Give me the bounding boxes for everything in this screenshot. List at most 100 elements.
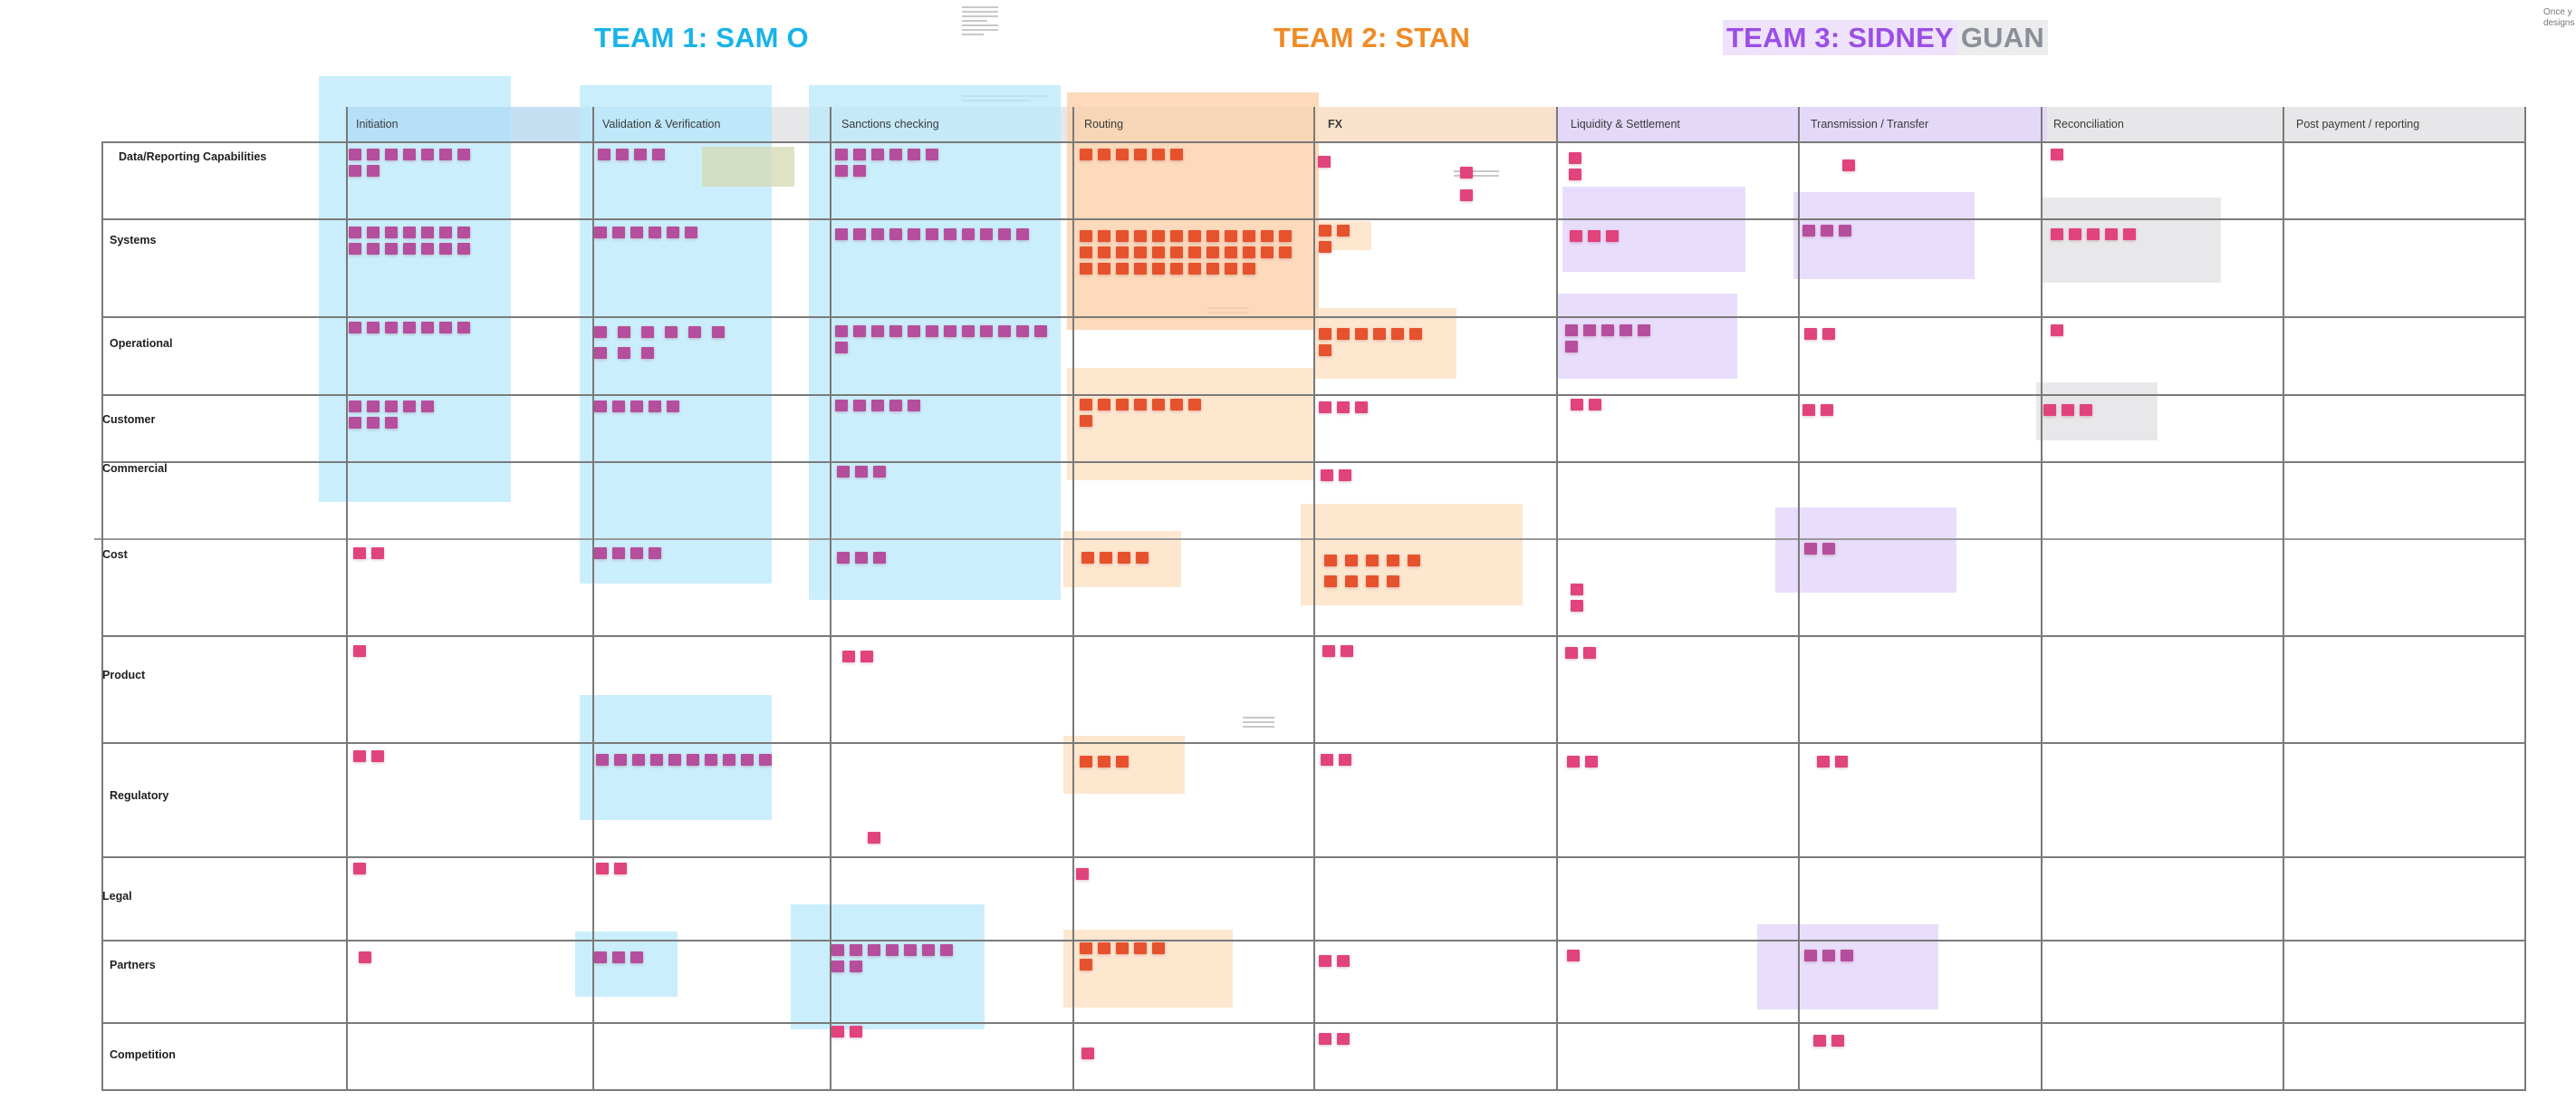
sticky-note[interactable] <box>385 322 398 333</box>
sticky-note[interactable] <box>1322 645 1335 657</box>
row-label-customer[interactable]: Customer <box>102 413 156 426</box>
sticky-note[interactable] <box>630 547 643 559</box>
team-3-liquidity-systems-zone[interactable] <box>1562 187 1745 272</box>
sticky-cluster[interactable] <box>835 228 1034 240</box>
sticky-cluster[interactable] <box>1565 647 1601 659</box>
team-1-sanctions-partners-zone[interactable] <box>791 904 985 1029</box>
sticky-note[interactable] <box>594 347 607 359</box>
sticky-note[interactable] <box>367 322 380 333</box>
sticky-note[interactable] <box>889 400 902 411</box>
sticky-note[interactable] <box>1804 950 1817 961</box>
sticky-note[interactable] <box>1318 156 1331 168</box>
corner-note[interactable]: Once y designs <box>2543 7 2574 29</box>
sticky-cluster[interactable] <box>349 227 485 255</box>
sticky-note[interactable] <box>2080 404 2092 416</box>
sticky-note[interactable] <box>385 417 398 429</box>
sticky-note[interactable] <box>962 228 975 240</box>
sticky-note[interactable] <box>850 944 862 956</box>
sticky-note[interactable] <box>1098 230 1110 242</box>
sticky-note[interactable] <box>1080 230 1092 242</box>
sticky-note[interactable] <box>1098 756 1110 768</box>
sticky-note[interactable] <box>944 325 956 337</box>
sticky-note[interactable] <box>349 417 361 429</box>
sticky-note[interactable] <box>1373 328 1386 340</box>
sticky-note[interactable] <box>665 326 678 338</box>
sticky-note[interactable] <box>1589 399 1601 410</box>
sticky-note[interactable] <box>612 401 625 412</box>
sticky-note[interactable] <box>926 149 938 160</box>
sticky-note[interactable] <box>889 149 902 160</box>
reconciliation-customer-zone[interactable] <box>2036 382 2158 440</box>
sticky-note[interactable] <box>908 400 920 411</box>
sticky-note[interactable] <box>349 165 361 177</box>
sticky-note[interactable] <box>1387 575 1399 587</box>
sticky-note[interactable] <box>1170 230 1183 242</box>
small-text-note[interactable] <box>1243 714 1274 730</box>
sticky-note[interactable] <box>908 325 920 337</box>
sticky-note[interactable] <box>630 227 643 238</box>
sticky-note[interactable] <box>886 944 899 956</box>
sticky-note[interactable] <box>712 326 725 338</box>
sticky-note[interactable] <box>403 243 416 255</box>
sticky-cluster[interactable] <box>598 149 679 160</box>
sticky-cluster[interactable] <box>1080 942 1179 970</box>
sticky-cluster[interactable] <box>1080 149 1197 160</box>
sticky-note[interactable] <box>353 547 366 559</box>
sticky-note[interactable] <box>1802 404 1815 416</box>
row-label-cost[interactable]: Cost <box>102 548 128 561</box>
sticky-note[interactable] <box>1391 328 1404 340</box>
sticky-note[interactable] <box>1243 246 1255 258</box>
sticky-note[interactable] <box>650 754 663 766</box>
sticky-note[interactable] <box>1565 647 1578 659</box>
sticky-note[interactable] <box>1319 344 1331 356</box>
sticky-cluster[interactable] <box>831 1026 877 1038</box>
sticky-cluster[interactable] <box>1570 230 1633 242</box>
sticky-note[interactable] <box>1337 225 1350 237</box>
sticky-note[interactable] <box>652 149 665 160</box>
column-header-fx[interactable]: FX <box>1328 118 1342 130</box>
sticky-note[interactable] <box>1835 756 1848 768</box>
sticky-note[interactable] <box>1152 399 1165 410</box>
sticky-note[interactable] <box>594 951 607 963</box>
sticky-note[interactable] <box>850 1026 862 1038</box>
sticky-note[interactable] <box>1152 942 1165 954</box>
sticky-cluster[interactable] <box>349 149 471 177</box>
sticky-note[interactable] <box>1116 246 1129 258</box>
sticky-note[interactable] <box>1080 263 1092 275</box>
sticky-note[interactable] <box>421 149 434 160</box>
sticky-note[interactable] <box>1366 575 1379 587</box>
sticky-note[interactable] <box>1585 756 1598 768</box>
sticky-note[interactable] <box>1588 230 1600 242</box>
sticky-note[interactable] <box>1134 246 1147 258</box>
sticky-note[interactable] <box>1339 754 1351 766</box>
sticky-note[interactable] <box>596 863 609 874</box>
sticky-note[interactable] <box>367 149 380 160</box>
sticky-note[interactable] <box>1261 230 1274 242</box>
sticky-note[interactable] <box>618 347 630 359</box>
sticky-note[interactable] <box>835 400 848 411</box>
sticky-note[interactable] <box>367 165 380 177</box>
sticky-note[interactable] <box>1098 399 1110 410</box>
sticky-note[interactable] <box>1817 756 1830 768</box>
sticky-note[interactable] <box>1152 246 1165 258</box>
sticky-note[interactable] <box>871 400 884 411</box>
team-2-routing-zone[interactable] <box>1067 92 1319 330</box>
sticky-note[interactable] <box>1080 942 1092 954</box>
sticky-note[interactable] <box>1324 575 1337 587</box>
sticky-note[interactable] <box>349 322 361 333</box>
sticky-note[interactable] <box>2051 228 2063 240</box>
sticky-note[interactable] <box>1279 246 1292 258</box>
sticky-note[interactable] <box>962 325 975 337</box>
sticky-cluster[interactable] <box>1567 950 1594 961</box>
sticky-note[interactable] <box>1337 1033 1350 1045</box>
sticky-note[interactable] <box>1565 324 1578 336</box>
sticky-note[interactable] <box>1134 263 1147 275</box>
sticky-cluster[interactable] <box>1569 152 1583 180</box>
sticky-note[interactable] <box>1804 328 1817 340</box>
sticky-note[interactable] <box>1134 942 1147 954</box>
column-header-reconciliation[interactable]: Reconciliation <box>2053 118 2124 130</box>
sticky-note[interactable] <box>367 417 380 429</box>
sticky-note[interactable] <box>1355 401 1368 413</box>
sticky-cluster[interactable] <box>1076 868 1103 880</box>
sticky-note[interactable] <box>1345 575 1358 587</box>
